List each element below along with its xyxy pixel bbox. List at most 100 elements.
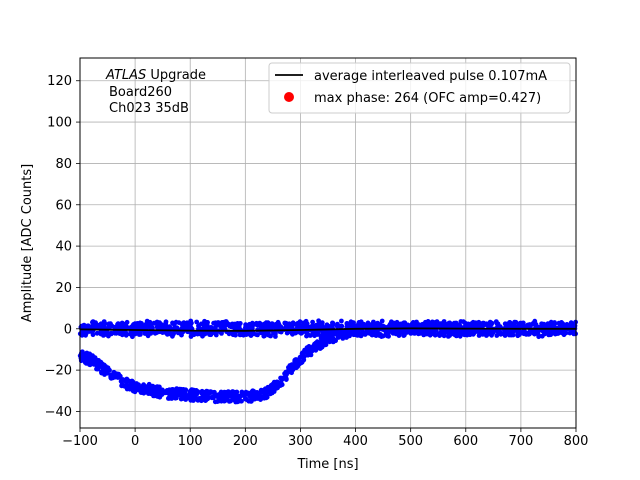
- x-axis: −100 0 100 200 300 400 500 600 700 800: [62, 428, 588, 449]
- data-point: [283, 377, 289, 382]
- y-tick-label: 120: [47, 74, 72, 89]
- data-point: [258, 395, 263, 401]
- data-point: [248, 397, 254, 403]
- data-point: [319, 342, 324, 348]
- data-point: [132, 388, 138, 394]
- data-point: [194, 319, 200, 325]
- data-point: [232, 397, 237, 403]
- data-point: [339, 323, 345, 329]
- data-point: [473, 321, 479, 327]
- data-point: [152, 393, 158, 399]
- data-point: [323, 336, 329, 342]
- data-point: [177, 392, 183, 398]
- data-point: [84, 351, 90, 356]
- x-axis-label: Time [ns]: [296, 457, 358, 472]
- legend-box: [268, 62, 571, 114]
- y-tick-label: −20: [45, 364, 72, 379]
- legend-entry-max-phase: max phase: 264 (OFC amp=0.427): [314, 91, 541, 106]
- x-tick-label: 200: [233, 434, 258, 449]
- data-point: [304, 345, 310, 351]
- data-point: [90, 332, 96, 338]
- data-point: [265, 387, 271, 393]
- data-point: [320, 324, 326, 330]
- data-point: [549, 321, 555, 327]
- data-point: [458, 323, 463, 329]
- y-tick-label: 20: [55, 281, 72, 296]
- data-point: [324, 322, 330, 328]
- data-point: [154, 384, 160, 389]
- data-point: [136, 382, 142, 388]
- data-point: [90, 353, 95, 358]
- data-point: [304, 332, 310, 338]
- data-point: [489, 332, 494, 338]
- data-point: [213, 332, 219, 338]
- data-point: [312, 344, 318, 350]
- data-point: [141, 384, 146, 389]
- data-point: [211, 320, 217, 326]
- data-point: [125, 384, 131, 389]
- data-point: [230, 389, 235, 395]
- y-tick-label: −40: [45, 405, 72, 420]
- data-point: [368, 322, 374, 327]
- data-point: [180, 322, 186, 328]
- data-point: [248, 323, 254, 328]
- plot-frame: [79, 57, 577, 429]
- data-point: [212, 399, 218, 405]
- data-point: [208, 332, 214, 338]
- data-point: [151, 320, 157, 326]
- data-point: [90, 319, 95, 325]
- data-point: [375, 320, 380, 326]
- data-point: [82, 359, 88, 365]
- data-point: [439, 332, 445, 337]
- annotation-line-2: Board260: [109, 85, 172, 100]
- data-point: [132, 321, 138, 327]
- data-point: [193, 388, 199, 393]
- data-point: [219, 331, 224, 336]
- data-point: [143, 389, 148, 395]
- data-point: [546, 332, 551, 337]
- data-point: [502, 333, 508, 338]
- data-point: [205, 389, 211, 394]
- data-point: [459, 328, 465, 334]
- data-point: [235, 394, 240, 400]
- data-point: [563, 330, 569, 336]
- data-point: [128, 379, 134, 385]
- x-tick-label: 300: [288, 434, 313, 449]
- data-point: [102, 371, 107, 377]
- data-point: [98, 331, 104, 337]
- x-tick-label: 500: [398, 434, 423, 449]
- data-point: [508, 323, 514, 328]
- data-point: [115, 371, 121, 377]
- data-point: [484, 333, 489, 338]
- data-point: [310, 319, 315, 325]
- data-point: [423, 322, 429, 328]
- data-point: [253, 390, 259, 396]
- data-point: [366, 330, 371, 336]
- data-point: [339, 333, 345, 338]
- data-point: [119, 332, 125, 338]
- data-point: [78, 355, 84, 361]
- data-point: [336, 329, 342, 334]
- data-point: [327, 332, 332, 338]
- data-point: [309, 323, 315, 329]
- data-point: [249, 389, 255, 395]
- data-point: [156, 321, 161, 327]
- data-point: [181, 389, 187, 395]
- legend: average interleaved pulse 0.107mA max ph…: [268, 62, 571, 114]
- data-point: [271, 381, 276, 387]
- data-point: [444, 329, 450, 335]
- data-point: [318, 335, 324, 341]
- data-point: [137, 387, 142, 393]
- data-point: [458, 319, 464, 324]
- data-point: [173, 390, 179, 396]
- x-tick-label: 0: [131, 434, 139, 449]
- data-point: [192, 395, 198, 400]
- data-point: [531, 330, 536, 336]
- data-point: [378, 332, 383, 337]
- data-point: [290, 331, 295, 337]
- data-point: [169, 387, 175, 393]
- data-point: [273, 322, 278, 328]
- data-point: [273, 334, 278, 339]
- data-point: [92, 357, 98, 362]
- data-point: [259, 330, 265, 336]
